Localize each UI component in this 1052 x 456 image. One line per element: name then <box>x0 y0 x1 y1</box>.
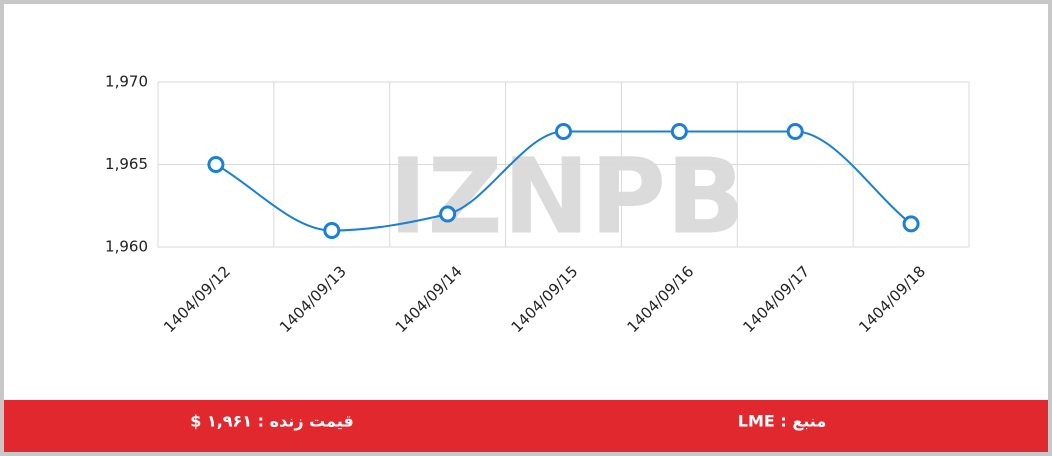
y-tick-label: 1,965 <box>105 155 148 173</box>
x-tick-label: 1404/09/12 <box>160 262 234 336</box>
point <box>555 123 572 140</box>
point <box>323 222 341 239</box>
x-tick-label: 1404/09/14 <box>392 262 466 336</box>
x-tick-label: 1404/09/16 <box>623 262 697 336</box>
y-tick-label: 1,960 <box>105 238 148 256</box>
live-price: قیمت زنده : ۱,۹۶۱ $ <box>190 412 354 431</box>
point <box>786 123 804 140</box>
x-tick-label: 1404/09/13 <box>276 262 350 336</box>
point <box>207 156 225 173</box>
point <box>902 215 920 233</box>
chart: IZNPB قیمت زنده : ۱,۹۶۱ $ منبع : LME 1,9… <box>4 73 1048 452</box>
x-tick-label: 1404/09/18 <box>855 262 929 336</box>
point <box>670 123 688 140</box>
watermark: IZNPB <box>389 135 746 257</box>
x-tick-label: 1404/09/15 <box>508 262 582 336</box>
footer-bar <box>4 400 1048 452</box>
source: منبع : LME <box>738 412 826 431</box>
point <box>439 205 457 223</box>
y-tick-label: 1,970 <box>105 73 148 91</box>
x-tick-label: 1404/09/17 <box>739 262 813 336</box>
